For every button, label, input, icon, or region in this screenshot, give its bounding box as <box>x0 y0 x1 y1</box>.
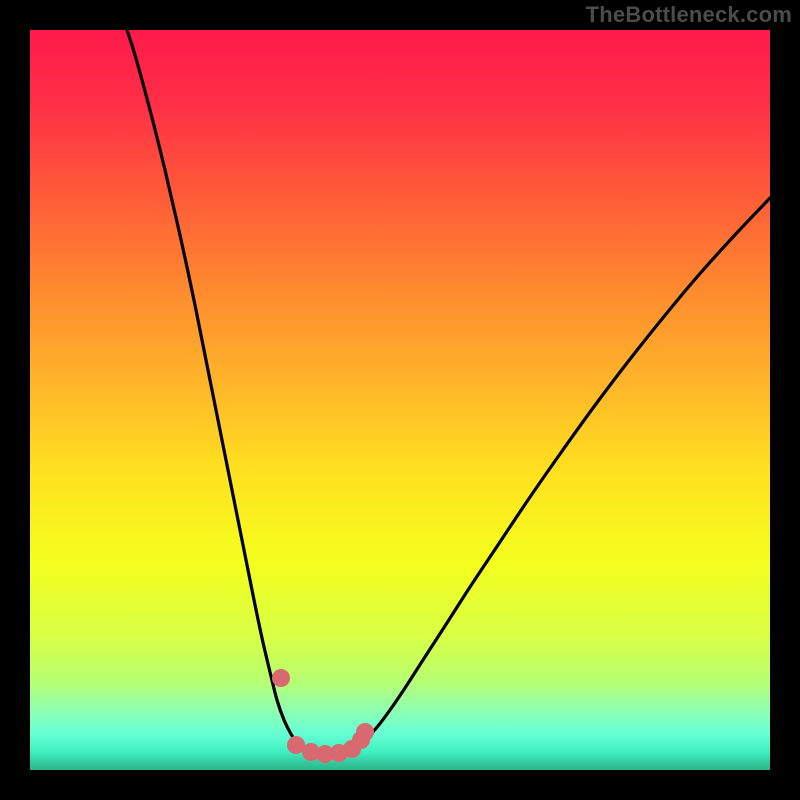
watermark-label: TheBottleneck.com <box>586 2 792 28</box>
curve-marker <box>356 723 374 741</box>
gradient-background <box>30 30 770 770</box>
chart-canvas: TheBottleneck.com <box>0 0 800 800</box>
bottleneck-chart-svg <box>0 0 800 800</box>
curve-marker <box>272 669 290 687</box>
